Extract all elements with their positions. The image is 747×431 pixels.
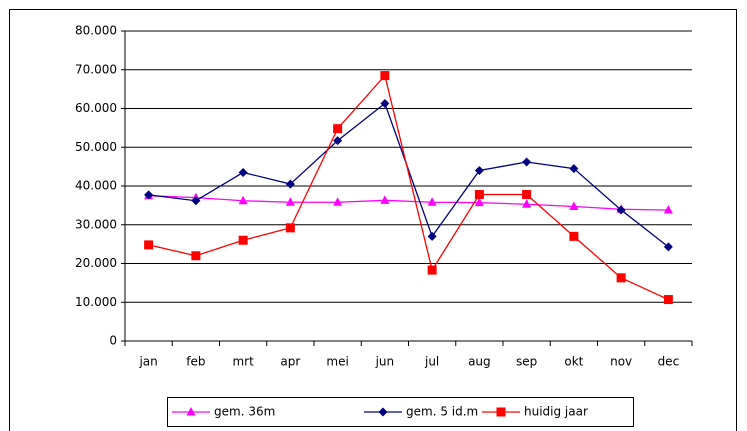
y-tick-label: 70.000 (75, 62, 117, 76)
y-tick-label: 20.000 (75, 256, 117, 270)
series-line (148, 195, 669, 211)
x-tick-label: okt (564, 355, 583, 369)
x-tick-label: feb (186, 355, 205, 369)
marker (474, 190, 484, 200)
marker (569, 201, 579, 211)
marker (378, 407, 388, 417)
y-tick-label: 50.000 (75, 140, 117, 154)
marker (238, 167, 248, 177)
marker (522, 157, 532, 167)
marker (474, 166, 484, 175)
series-line (148, 74, 669, 301)
legend-label: gem. 36m (214, 405, 275, 419)
marker (522, 190, 532, 200)
marker (569, 164, 579, 174)
marker (569, 231, 579, 241)
marker (333, 136, 343, 146)
x-tick-label: jul (424, 355, 439, 369)
y-tick-label: 10.000 (75, 295, 117, 309)
marker (616, 205, 626, 215)
marker (427, 265, 437, 275)
x-tick-label: sep (516, 355, 537, 369)
y-tick-label: 40.000 (75, 179, 117, 193)
marker (285, 197, 295, 206)
x-tick-label: dec (658, 355, 680, 369)
y-tick-label: 60.000 (75, 101, 117, 115)
chart-frame (9, 9, 737, 431)
marker (144, 240, 154, 250)
marker (144, 190, 154, 200)
x-tick-label: aug (468, 355, 491, 369)
marker (333, 124, 343, 134)
marker (522, 199, 532, 208)
legend-label: huidig jaar (524, 405, 588, 419)
y-tick-label: 30.000 (75, 217, 117, 231)
marker (616, 273, 626, 283)
marker (496, 407, 506, 417)
x-tick-label: jun (375, 355, 395, 369)
marker (238, 195, 248, 205)
x-tick-label: jan (138, 355, 157, 369)
marker (663, 295, 673, 305)
marker (380, 98, 390, 108)
y-tick-label: 80.000 (75, 24, 117, 38)
marker (333, 197, 343, 206)
x-tick-label: mrt (232, 355, 254, 369)
marker (427, 197, 437, 206)
legend-label: gem. 5 id.m (406, 405, 478, 419)
marker (474, 197, 484, 207)
marker (663, 242, 673, 252)
marker (380, 71, 390, 81)
series-line (148, 102, 669, 248)
x-tick-label: apr (280, 355, 300, 369)
y-tick-label: 0 (109, 334, 117, 348)
marker (191, 196, 201, 206)
marker (663, 205, 673, 214)
marker (191, 251, 201, 261)
marker (285, 223, 295, 233)
x-tick-label: mei (326, 355, 348, 369)
marker (380, 195, 390, 204)
x-tick-label: nov (610, 355, 632, 369)
marker (427, 231, 437, 241)
marker (186, 407, 196, 416)
marker (238, 235, 248, 245)
marker (285, 179, 295, 189)
